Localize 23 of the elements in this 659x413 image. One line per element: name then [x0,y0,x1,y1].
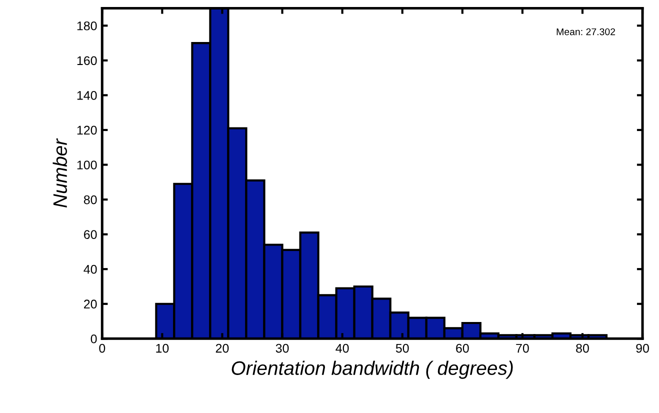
y-tick-label: 80 [84,195,97,204]
x-tick-label: 30 [276,344,289,353]
x-tick-label: 10 [156,344,169,353]
y-tick-label: 40 [84,264,97,274]
x-tick-label: 90 [636,344,649,353]
x-tick-label: 50 [396,344,409,353]
x-tick-label: 40 [336,344,349,353]
annotation: Mean: 27.302 [556,28,616,36]
x-tick-label: 60 [456,344,469,353]
x-axis-title: Orientation bandwidth ( degrees) [232,360,513,379]
y-tick-label: 160 [77,56,97,66]
y-tick-label: 180 [77,21,97,30]
y-tick-label: 100 [77,160,97,170]
y-tick-label: 120 [77,126,97,135]
y-axis-title: Number [52,138,68,208]
x-tick-label: 0 [99,344,106,353]
x-tick-label: 70 [516,344,529,353]
y-tick-label: 60 [84,230,97,239]
y-tick-label: 0 [90,334,97,344]
y-tick-label: 140 [77,91,97,100]
y-tick-label: 20 [84,300,97,309]
x-tick-label: 20 [216,344,229,353]
x-tick-label: 80 [576,344,589,353]
